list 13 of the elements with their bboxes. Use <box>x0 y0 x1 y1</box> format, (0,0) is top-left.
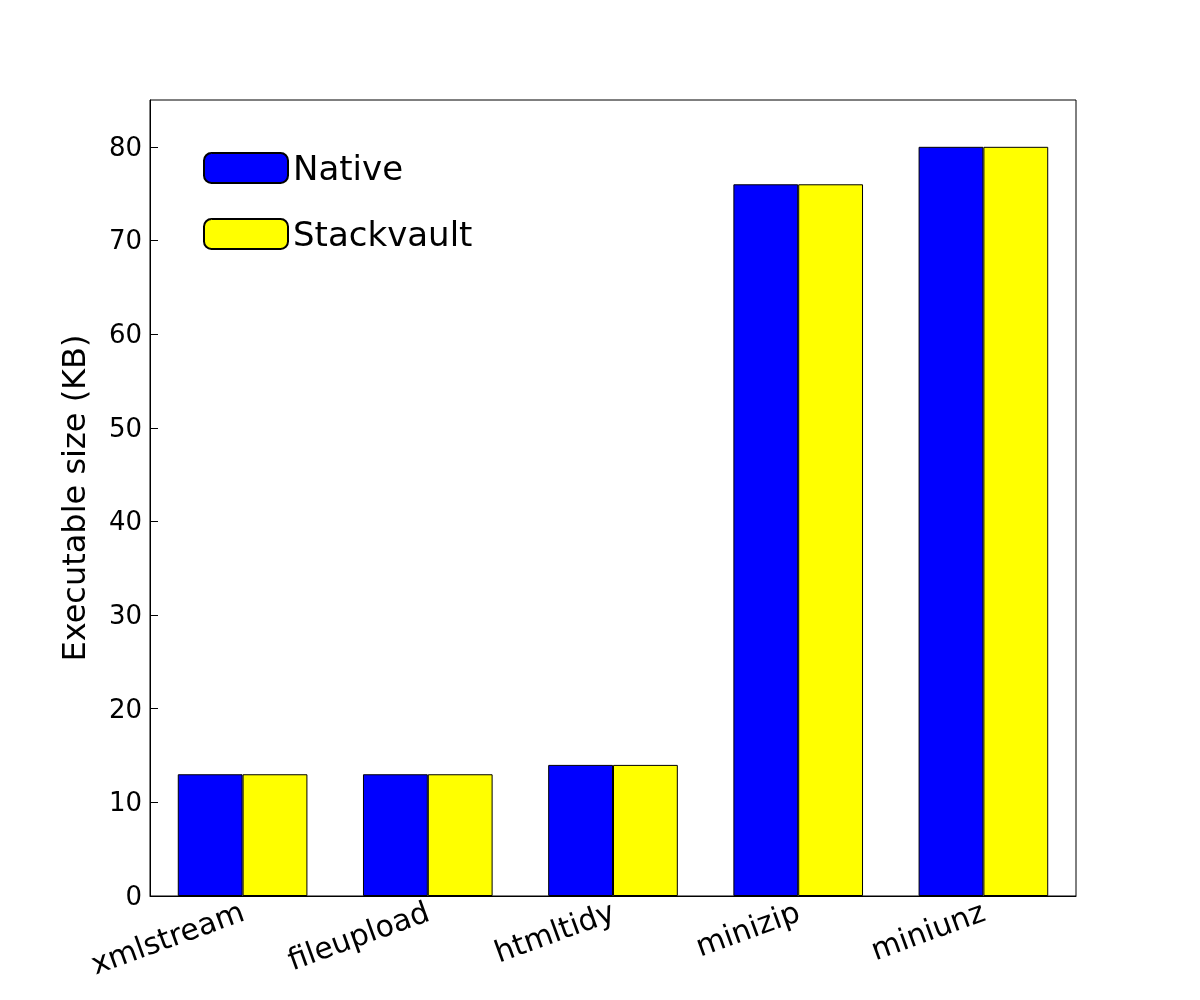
y-tick-label: 70 <box>108 225 142 256</box>
y-tick-label: 60 <box>108 319 142 350</box>
y-tick-label: 0 <box>125 881 142 911</box>
legend-label: Stackvault <box>293 214 473 254</box>
y-tick-label: 30 <box>108 600 142 631</box>
y-axis-title: Executable size (KB) <box>55 334 93 662</box>
y-tick-label: 40 <box>108 506 142 537</box>
y-tick-label: 50 <box>108 412 142 443</box>
y-tick-label: 10 <box>108 787 142 818</box>
legend-label: Native <box>293 148 404 188</box>
y-tick-label: 80 <box>108 131 142 162</box>
y-tick-label: 20 <box>108 693 142 724</box>
x-tick-label: minizip <box>690 893 805 964</box>
